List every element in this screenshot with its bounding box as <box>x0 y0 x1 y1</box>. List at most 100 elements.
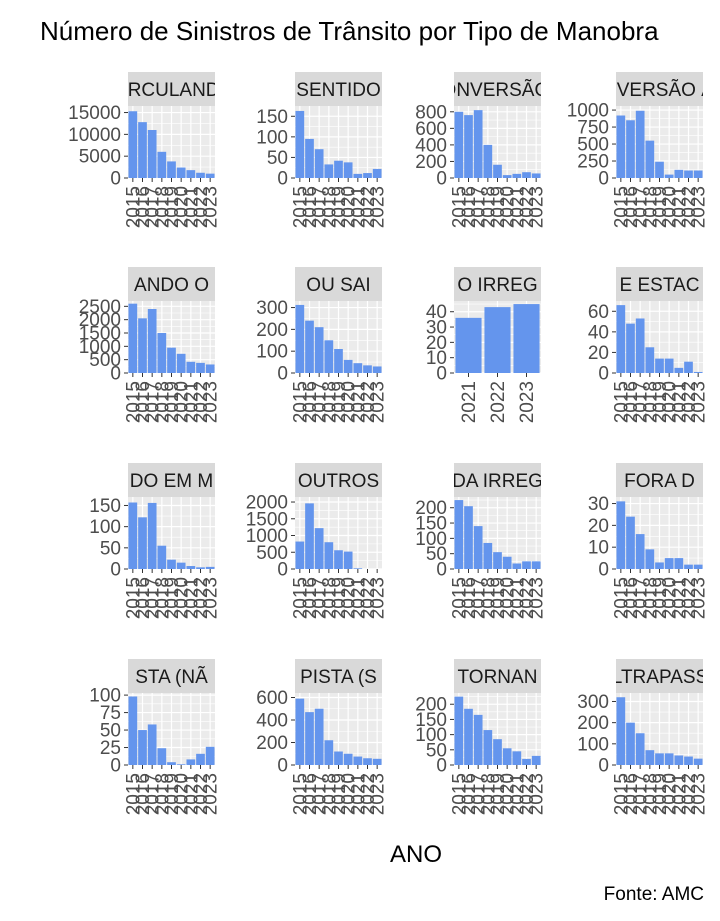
x-tick-label: 2023 <box>368 773 389 815</box>
x-tick-label: 2019 <box>650 773 671 815</box>
x-tick-label: 2016 <box>133 577 154 619</box>
bar <box>196 362 205 373</box>
bar <box>484 307 511 373</box>
x-tick-label: 2019 <box>162 577 183 619</box>
x-tick-label: 2022 <box>358 186 379 228</box>
x-tick-label: 2018 <box>640 773 661 815</box>
x-tick-label: 2020 <box>498 773 519 815</box>
x-tick-label: 2021 <box>181 773 202 815</box>
x-tick-label: 2018 <box>152 381 173 423</box>
x-tick-label: 2019 <box>162 381 183 423</box>
bar <box>324 740 334 765</box>
y-tick-label: 100 <box>256 127 288 148</box>
bar <box>176 167 186 178</box>
x-tick-label: 2017 <box>631 186 652 228</box>
facet-strip <box>295 267 382 301</box>
bar <box>674 169 684 178</box>
x-tick-label: 2017 <box>631 381 652 423</box>
facet-strip <box>616 72 703 106</box>
x-tick-label: 2017 <box>469 577 490 619</box>
bar <box>693 758 703 765</box>
x-tick-label: 2022 <box>679 773 700 815</box>
x-tick-label: 2015 <box>290 773 311 815</box>
bar <box>522 561 531 569</box>
x-tick-label: 2016 <box>300 577 321 619</box>
bar <box>186 361 196 373</box>
y-tick-label: 600 <box>256 688 288 709</box>
bar <box>655 358 664 373</box>
x-tick-label: 2018 <box>478 577 499 619</box>
bar <box>186 566 196 569</box>
bar <box>693 564 703 569</box>
bar <box>635 110 645 178</box>
x-tick-label: 2020 <box>339 381 360 423</box>
bar <box>147 502 157 569</box>
bar <box>645 347 655 373</box>
y-tick-label: 50 <box>426 740 447 761</box>
x-tick-label: 2017 <box>143 577 164 619</box>
x-tick-label: 2023 <box>527 577 548 619</box>
x-tick-label: 2015 <box>123 577 144 619</box>
x-tick-label: 2016 <box>133 773 154 815</box>
y-tick-label: 0 <box>598 560 609 581</box>
x-tick-label: 2016 <box>300 186 321 228</box>
bar <box>176 353 186 373</box>
y-tick-label: 200 <box>415 695 447 716</box>
x-tick-label: 2020 <box>339 577 360 619</box>
bar <box>353 568 363 569</box>
bar <box>664 753 674 765</box>
x-tick-label: 2020 <box>660 381 681 423</box>
facet-strip-label: TORNAN <box>458 667 538 688</box>
bar <box>684 361 693 373</box>
y-tick-label: 150 <box>89 496 121 517</box>
y-tick-label: 100 <box>415 529 447 550</box>
x-tick-label: 2015 <box>449 577 470 619</box>
y-tick-label: 10 <box>426 348 447 369</box>
bar <box>205 746 215 765</box>
facet-strip-label: OU SAI <box>306 275 370 296</box>
facet-panel: FORA D0102030201520162017201820192020202… <box>588 463 710 619</box>
bar <box>455 317 482 373</box>
y-tick-label: 1500 <box>79 324 121 345</box>
chart-title: Número de Sinistros de Trânsito por Tipo… <box>40 16 659 46</box>
x-tick-label: 2023 <box>527 186 548 228</box>
x-tick-label: 2016 <box>300 381 321 423</box>
x-tick-label: 2015 <box>123 773 144 815</box>
bar <box>147 309 157 373</box>
bar <box>343 551 353 569</box>
x-tick-label: 2016 <box>459 186 480 228</box>
y-tick-label: 50 <box>267 148 288 169</box>
bar <box>616 305 626 373</box>
bar <box>635 318 645 373</box>
y-tick-label: 2500 <box>79 297 121 318</box>
bar <box>531 173 541 178</box>
y-tick-label: 0 <box>277 364 288 385</box>
bar <box>176 764 186 765</box>
x-tick-label: 2023 <box>368 577 389 619</box>
bar <box>176 562 186 569</box>
x-tick-label: 2021 <box>348 381 369 423</box>
y-tick-label: 150 <box>256 107 288 128</box>
x-tick-label: 2023 <box>368 186 389 228</box>
bar <box>157 545 167 569</box>
x-tick-label: 2020 <box>660 577 681 619</box>
bar <box>483 542 493 569</box>
y-tick-label: 75 <box>100 703 121 724</box>
x-tick-label: 2020 <box>339 186 360 228</box>
bar <box>295 304 305 373</box>
bar <box>128 303 138 373</box>
bar <box>334 751 343 765</box>
bar <box>693 170 703 178</box>
facet-panel: PISTA (S02004006002015201620172018201920… <box>256 659 389 815</box>
y-tick-label: 0 <box>277 169 288 190</box>
bar <box>324 340 334 373</box>
bar <box>512 751 522 765</box>
x-tick-label: 2021 <box>669 773 690 815</box>
bar <box>157 151 167 178</box>
x-tick-label: 2023 <box>689 186 710 228</box>
y-tick-label: 200 <box>415 152 447 173</box>
x-tick-label: 2018 <box>319 381 340 423</box>
